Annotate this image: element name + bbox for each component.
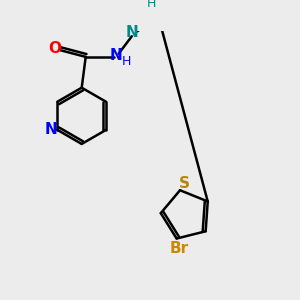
Text: Br: Br bbox=[169, 241, 188, 256]
Text: H: H bbox=[122, 55, 131, 68]
Text: O: O bbox=[48, 40, 61, 56]
Text: N: N bbox=[110, 48, 122, 63]
Text: S: S bbox=[179, 176, 190, 191]
Text: N: N bbox=[125, 25, 138, 40]
Text: N: N bbox=[45, 122, 58, 137]
Text: H: H bbox=[147, 0, 156, 10]
